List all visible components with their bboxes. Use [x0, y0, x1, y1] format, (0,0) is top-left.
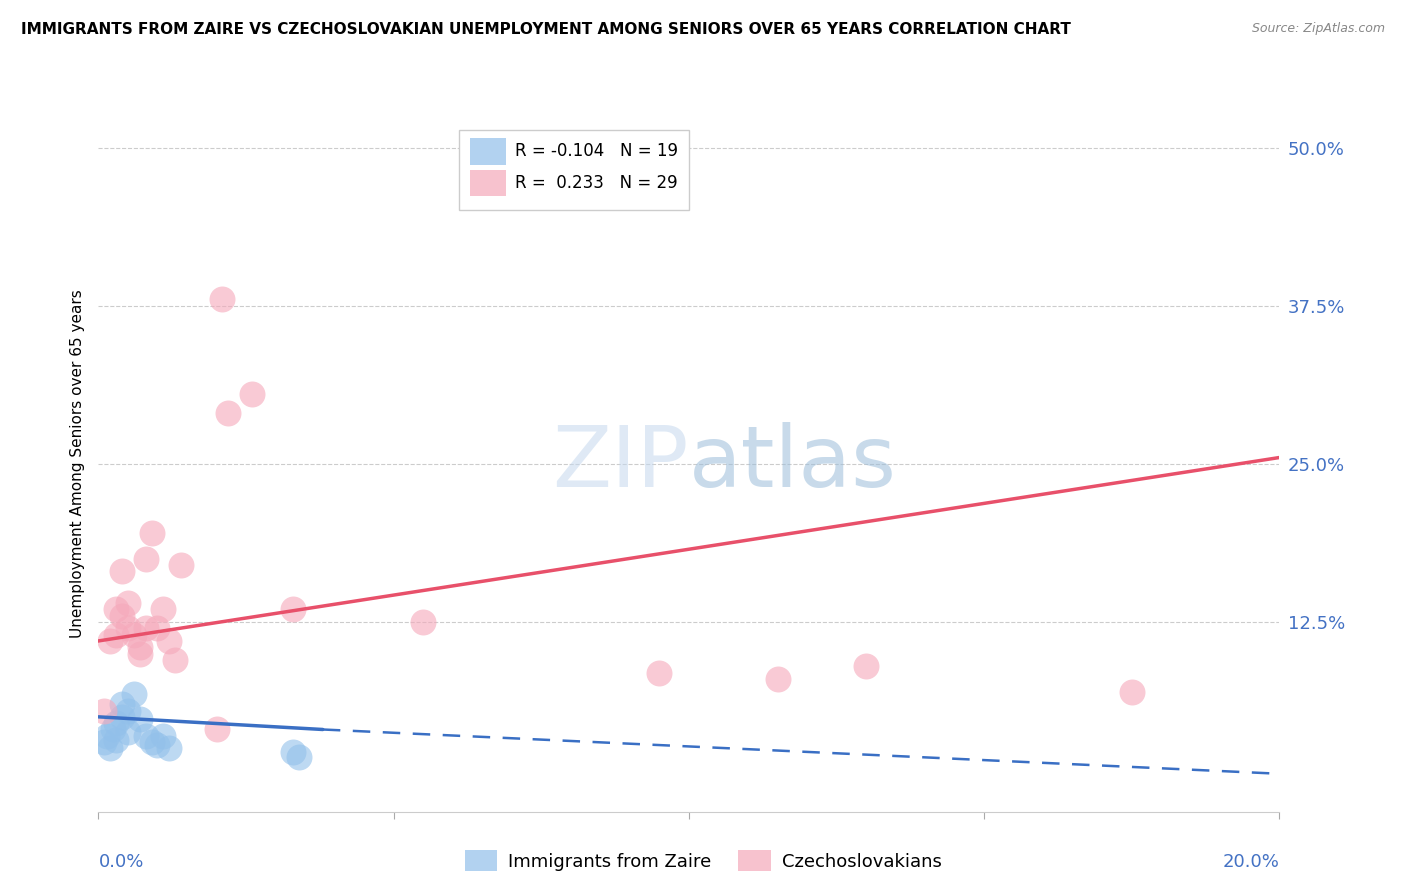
Point — [122, 627, 145, 641]
Point — [117, 596, 139, 610]
Point — [105, 732, 128, 747]
Point — [117, 704, 139, 718]
Point — [128, 647, 150, 661]
Legend: Immigrants from Zaire, Czechoslovakians: Immigrants from Zaire, Czechoslovakians — [457, 843, 949, 879]
Point — [96, 729, 118, 743]
Point — [240, 387, 263, 401]
Point — [98, 741, 121, 756]
Point — [141, 735, 163, 749]
Point — [135, 621, 157, 635]
Point — [170, 558, 193, 572]
Point — [128, 712, 150, 726]
Point — [111, 608, 134, 623]
Text: R = -0.104   N = 19: R = -0.104 N = 19 — [516, 143, 678, 161]
Point — [288, 750, 311, 764]
Text: R =  0.233   N = 29: R = 0.233 N = 29 — [516, 174, 678, 192]
Point — [766, 672, 789, 686]
Point — [217, 406, 239, 420]
Point — [283, 745, 305, 759]
Point — [157, 741, 180, 756]
Point — [141, 526, 163, 541]
Point — [93, 704, 115, 718]
Point — [135, 551, 157, 566]
Point — [412, 615, 434, 629]
Point — [105, 627, 128, 641]
Point — [105, 716, 128, 731]
FancyBboxPatch shape — [471, 169, 506, 196]
Text: Source: ZipAtlas.com: Source: ZipAtlas.com — [1251, 22, 1385, 36]
Text: 20.0%: 20.0% — [1223, 854, 1279, 871]
Point — [211, 293, 233, 307]
FancyBboxPatch shape — [458, 130, 689, 210]
Point — [152, 602, 174, 616]
Point — [205, 723, 228, 737]
Point — [128, 640, 150, 655]
Point — [105, 602, 128, 616]
FancyBboxPatch shape — [471, 138, 506, 165]
Text: 0.0%: 0.0% — [98, 854, 143, 871]
Point — [103, 723, 125, 737]
Text: ZIP: ZIP — [553, 422, 689, 506]
Point — [283, 602, 305, 616]
Point — [146, 738, 169, 752]
Point — [93, 735, 115, 749]
Point — [135, 729, 157, 743]
Point — [648, 665, 671, 680]
Point — [117, 621, 139, 635]
Point — [111, 565, 134, 579]
Point — [855, 659, 877, 673]
Point — [111, 710, 134, 724]
Point — [98, 634, 121, 648]
Point — [117, 725, 139, 739]
Y-axis label: Unemployment Among Seniors over 65 years: Unemployment Among Seniors over 65 years — [69, 290, 84, 638]
Point — [111, 697, 134, 711]
Point — [122, 687, 145, 701]
Text: atlas: atlas — [689, 422, 897, 506]
Point — [165, 653, 187, 667]
Point — [1121, 684, 1143, 698]
Point — [157, 634, 180, 648]
Point — [146, 621, 169, 635]
Point — [152, 729, 174, 743]
Text: IMMIGRANTS FROM ZAIRE VS CZECHOSLOVAKIAN UNEMPLOYMENT AMONG SENIORS OVER 65 YEAR: IMMIGRANTS FROM ZAIRE VS CZECHOSLOVAKIAN… — [21, 22, 1071, 37]
